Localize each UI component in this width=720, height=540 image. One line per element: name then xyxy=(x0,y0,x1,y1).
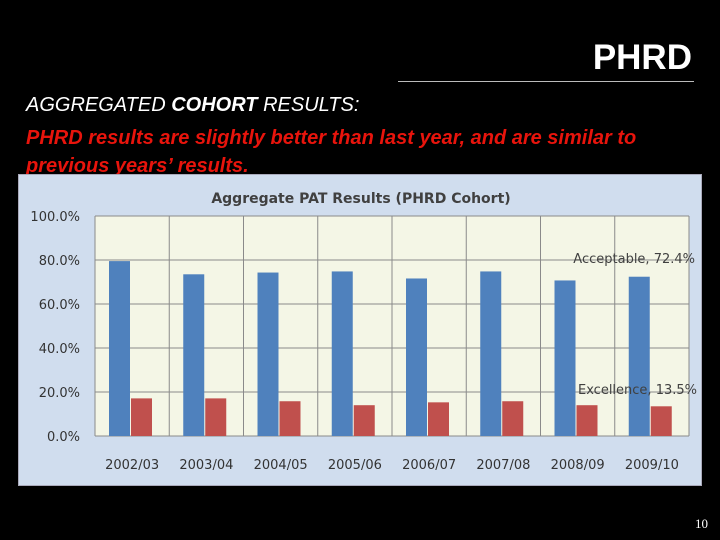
slide-title: PHRD xyxy=(592,38,692,77)
bar-acceptable xyxy=(554,280,576,436)
page-number: 10 xyxy=(695,516,708,531)
subtitle-bold-word: COHORT xyxy=(171,94,258,116)
x-tick-label: 2004/05 xyxy=(254,458,308,473)
bar-acceptable xyxy=(183,274,205,436)
bar-acceptable xyxy=(331,271,353,436)
bar-excellence xyxy=(131,398,152,436)
bar-acceptable xyxy=(257,272,279,436)
bar-excellence xyxy=(502,401,524,436)
subtitle-prefix: AGGREGATED xyxy=(26,94,172,116)
y-tick-label: 100.0% xyxy=(30,210,80,225)
slide-subtitle: AGGREGATED COHORT RESULTS: xyxy=(26,94,359,117)
bar-acceptable xyxy=(406,278,427,436)
data-label-excellence: Excellence, 13.5% xyxy=(578,383,697,398)
bar-excellence xyxy=(279,401,301,436)
title-underline xyxy=(398,81,694,82)
bar-excellence xyxy=(428,402,449,436)
y-tick-label: 80.0% xyxy=(39,254,80,269)
x-tick-label: 2008/09 xyxy=(551,458,605,473)
x-tick-label: 2009/10 xyxy=(625,458,679,473)
x-tick-label: 2007/08 xyxy=(476,458,530,473)
y-tick-label: 0.0% xyxy=(47,430,80,445)
bar-excellence xyxy=(205,398,227,436)
bar-excellence xyxy=(576,405,598,436)
chart-title: Aggregate PAT Results (PHRD Cohort) xyxy=(211,191,510,207)
y-tick-label: 40.0% xyxy=(39,342,80,357)
y-tick-label: 60.0% xyxy=(39,298,80,313)
bar-acceptable xyxy=(628,276,650,436)
y-tick-label: 20.0% xyxy=(39,386,80,401)
x-tick-label: 2005/06 xyxy=(328,458,382,473)
subtitle-suffix: RESULTS: xyxy=(257,94,360,116)
x-tick-label: 2003/04 xyxy=(179,458,233,473)
bar-excellence xyxy=(650,406,672,436)
chart-container: Aggregate PAT Results (PHRD Cohort) 0.0% 2… xyxy=(18,174,702,486)
highlight-statement: PHRD results are slightly better than la… xyxy=(26,127,637,177)
x-tick-label: 2002/03 xyxy=(105,458,159,473)
bar-excellence xyxy=(353,405,375,436)
bar-acceptable xyxy=(480,271,502,436)
bar-chart: Aggregate PAT Results (PHRD Cohort) 0.0% 2… xyxy=(30,191,697,473)
bar-acceptable xyxy=(109,261,130,436)
data-label-acceptable: Acceptable, 72.4% xyxy=(573,252,695,267)
x-tick-label: 2006/07 xyxy=(402,458,456,473)
